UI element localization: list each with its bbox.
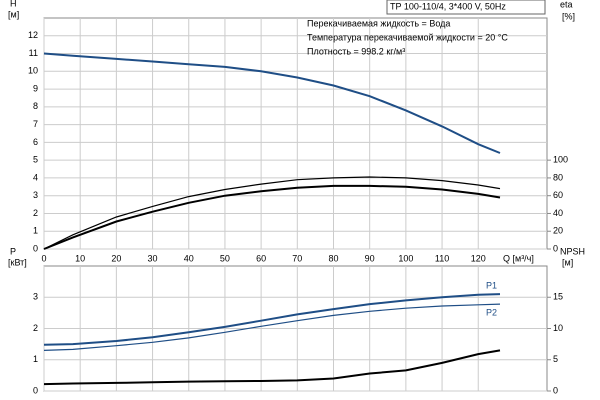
y2-tick-label: 10	[553, 323, 563, 333]
y-tick-label: 4	[33, 172, 38, 182]
x-tick-label: 90	[365, 253, 375, 263]
y2-tick-label: 15	[553, 292, 563, 302]
y-tick-label: 11	[29, 48, 38, 58]
y-tick-label: 6	[33, 137, 38, 147]
y-tick-label: 0	[33, 385, 38, 395]
y2-tick-label: 60	[553, 190, 563, 200]
y2-tick-label: 100	[553, 155, 568, 165]
y-tick-label: 1	[33, 226, 38, 236]
x-axis-label: Q [м³/ч]	[503, 253, 534, 263]
y-tick-label: 5	[33, 155, 38, 165]
y2-tick-label: 0	[553, 385, 558, 395]
annotation: Плотность = 998.2 кг/м³	[307, 46, 405, 56]
y-tick-label: 2	[33, 323, 38, 333]
y-tick-label: 0	[33, 243, 38, 253]
x-tick-label: 40	[184, 253, 194, 263]
y-tick-label: 1	[33, 354, 38, 364]
plot-area	[43, 17, 548, 250]
series-label: P1	[486, 281, 497, 291]
y2-tick-label: 40	[553, 208, 563, 218]
y2-axis-label: eta	[560, 0, 573, 9]
x-tick-label: 60	[256, 253, 266, 263]
y2-axis-label: NPSH	[560, 246, 585, 256]
x-tick-label: 80	[328, 253, 338, 263]
curve	[43, 184, 501, 250]
y2-axis-unit: [м]	[562, 257, 573, 267]
y-tick-label: 3	[33, 190, 38, 200]
y-tick-label: 7	[33, 119, 38, 129]
annotation: Перекачиваемая жидкость = Вода	[307, 18, 450, 28]
y2-axis-unit: [%]	[562, 11, 575, 21]
x-tick-label: 110	[435, 253, 449, 263]
x-tick-label: 50	[220, 253, 230, 263]
curve	[43, 293, 501, 346]
x-tick-label: 30	[148, 253, 158, 263]
y2-tick-label: 0	[553, 243, 558, 253]
y2-tick-label: 5	[553, 354, 558, 364]
y-tick-label: 12	[28, 30, 38, 40]
y-tick-label: 3	[33, 292, 38, 302]
y-axis-label: P	[10, 246, 16, 256]
x-tick-label: 20	[111, 253, 121, 263]
y2-tick-label: 20	[553, 226, 563, 236]
x-tick-label: 10	[75, 253, 85, 263]
y-tick-label: 10	[28, 66, 38, 76]
y2-tick-label: 80	[553, 172, 563, 182]
x-tick-label: 70	[292, 253, 302, 263]
y-tick-label: 9	[33, 83, 38, 93]
y-axis-label: H	[10, 0, 17, 8]
x-tick-label: 100	[398, 253, 413, 263]
chart-title: TP 100-110/4, 3*400 V, 50Hz	[390, 1, 506, 11]
curve	[43, 176, 501, 250]
x-tick-label: 120	[471, 253, 486, 263]
y-axis-unit: [кВт]	[8, 257, 27, 267]
y-tick-label: 2	[33, 208, 38, 218]
y-tick-label: 8	[33, 101, 38, 111]
curve	[43, 303, 501, 351]
series-label: P2	[486, 308, 497, 318]
y-axis-unit: [м]	[8, 9, 19, 19]
curve	[43, 349, 501, 386]
x-tick-label: 0	[41, 253, 46, 263]
annotation: Температура перекачиваемой жидкости = 20…	[307, 32, 508, 42]
curve	[43, 52, 501, 154]
title-box	[386, 0, 546, 15]
